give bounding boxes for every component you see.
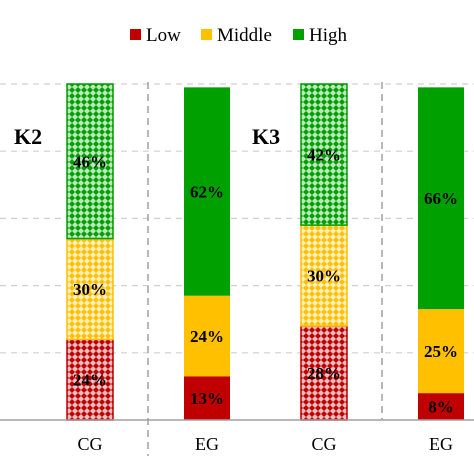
- bar-segment-high: [300, 83, 348, 226]
- legend-swatch-middle: [201, 29, 212, 40]
- bar-segment-high: [184, 87, 230, 296]
- data-label-low: 13%: [190, 389, 224, 408]
- bars: [66, 83, 464, 421]
- data-label-low: 28%: [307, 364, 341, 383]
- data-label-high: 46%: [73, 152, 107, 171]
- bar-segment-high: [66, 83, 114, 240]
- legend-label-middle: Middle: [217, 25, 272, 46]
- data-labels: 24% 30% 46% 13% 24% 62% 28% 30% 42% 8% 25% 66%: [73, 146, 458, 417]
- legend-label-high: High: [309, 25, 348, 46]
- data-label-high: 62%: [190, 183, 224, 202]
- bar-segment-middle: [66, 237, 114, 341]
- panel-label-k2: K2: [14, 124, 42, 149]
- bar-segment-low: [300, 325, 348, 421]
- data-label-high: 66%: [424, 189, 458, 208]
- data-label-middle: 30%: [73, 280, 107, 299]
- legend-swatch-high: [293, 29, 304, 40]
- bar-segment-middle: [418, 309, 464, 394]
- bar-segment-middle: [300, 224, 348, 327]
- panel-label-k3: K3: [252, 124, 280, 149]
- data-label-low: 24%: [73, 371, 107, 390]
- x-tick-label: EG: [429, 434, 453, 454]
- bar-segment-low: [418, 393, 464, 420]
- legend: Low Middle High: [130, 25, 348, 46]
- data-label-middle: 24%: [190, 327, 224, 346]
- legend-label-low: Low: [146, 25, 181, 46]
- bar-segment-low: [184, 376, 230, 420]
- data-label-middle: 30%: [307, 267, 341, 286]
- data-label-low: 8%: [428, 398, 454, 417]
- data-label-middle: 25%: [424, 342, 458, 361]
- x-tick-label: EG: [195, 434, 219, 454]
- data-label-high: 42%: [307, 146, 341, 165]
- bar-segment-middle: [184, 295, 230, 377]
- legend-swatch-low: [130, 29, 141, 40]
- x-tick-label: CG: [77, 434, 102, 454]
- bar-segment-high: [418, 87, 464, 310]
- x-tick-label: CG: [311, 434, 336, 454]
